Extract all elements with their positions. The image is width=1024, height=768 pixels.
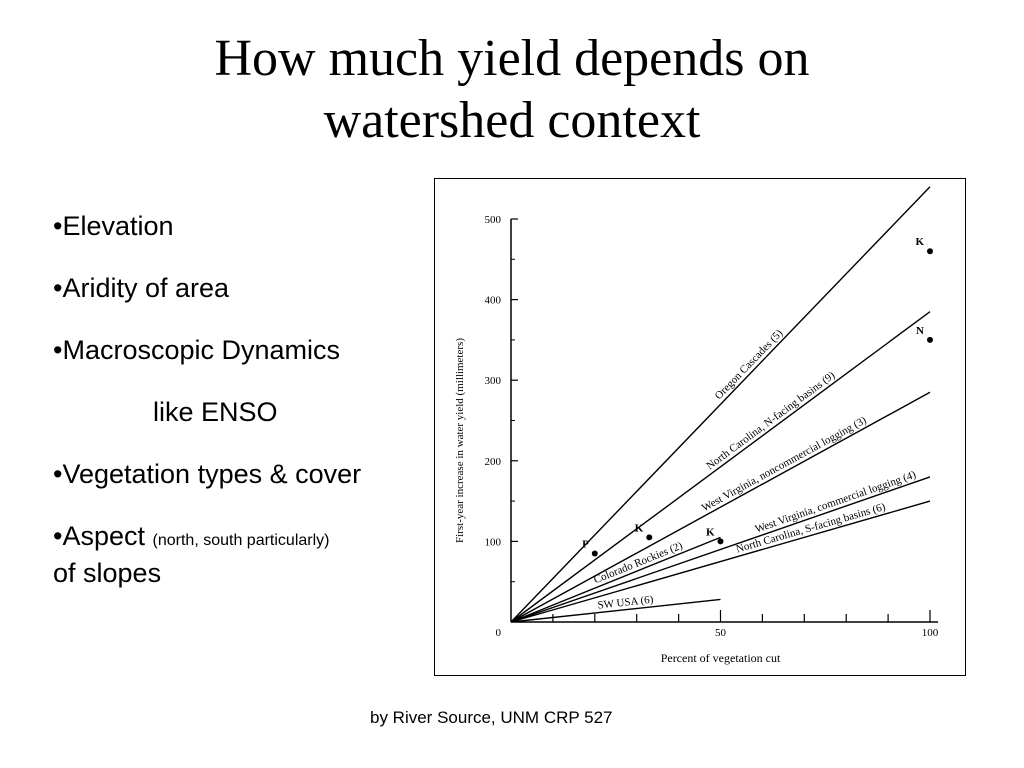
bullet-aspect-note: (north, south particularly) [152,532,330,549]
slide-title-line-1: How much yield depends on [214,30,810,87]
chart-figure: 100 200 300 400 500 0 50 100 Percent of vegetati… [434,178,966,676]
bullet-aspect-main: •Aspect [53,521,145,551]
bullet-aridity: •Aridity of area [53,273,230,303]
point-label: K [915,236,924,248]
y-axis-label: First-year increase in water yield (mill… [454,338,466,543]
y-tick-label: 200 [485,456,502,468]
data-point [717,538,724,545]
bullet-list: •Elevation •Aridity of area •Macroscopic… [53,210,433,619]
data-point [927,248,933,255]
bullet-aspect: •Aspect (north, south particularly) of s… [53,520,433,590]
series-line [510,391,931,623]
y-tick-label: 100 [485,536,502,548]
y-tick-label: 300 [485,375,502,387]
point-label: K [635,522,644,534]
series-label: SW USA (6) [597,594,654,612]
bullet-macroscopic-dynamics: •Macroscopic Dynamics [53,335,341,365]
x-tick-label: 100 [922,627,939,639]
point-label: K [706,526,715,538]
data-point [927,336,933,343]
point-label: N [916,325,924,337]
series-line [510,311,931,623]
data-point [646,534,653,541]
slide-title-line-2: watershed context [323,92,701,149]
slide-caption: by River Source, UNM CRP 527 [370,708,613,727]
bullet-vegetation: •Vegetation types & cover [53,459,362,489]
series-line [510,476,931,623]
series-label: Oregon Cascades (5) [713,327,786,402]
series-line [510,186,931,623]
slide-title: How much yield depends on watershed cont… [0,28,1024,152]
x-axis-label: Percent of vegetation cut [661,651,781,665]
series-line [510,598,721,623]
x-tick-label: 50 [715,627,727,639]
bullet-macroscopic-dynamics-continuation: like ENSO [153,397,278,427]
y-tick-label: 500 [485,214,502,226]
x-tick-label-origin: 0 [496,627,502,639]
series-line [510,536,721,623]
bullet-elevation: •Elevation [53,211,174,241]
point-label: P [582,538,589,550]
series-line [510,500,931,623]
y-tick-label: 400 [485,295,502,307]
chart-svg: 100 200 300 400 500 0 50 100 Percent of vegetati… [454,186,939,665]
bullet-aspect-end: of slopes [53,558,162,588]
data-point [591,550,598,557]
series-label: Colorado Rockies (2) [592,540,685,587]
